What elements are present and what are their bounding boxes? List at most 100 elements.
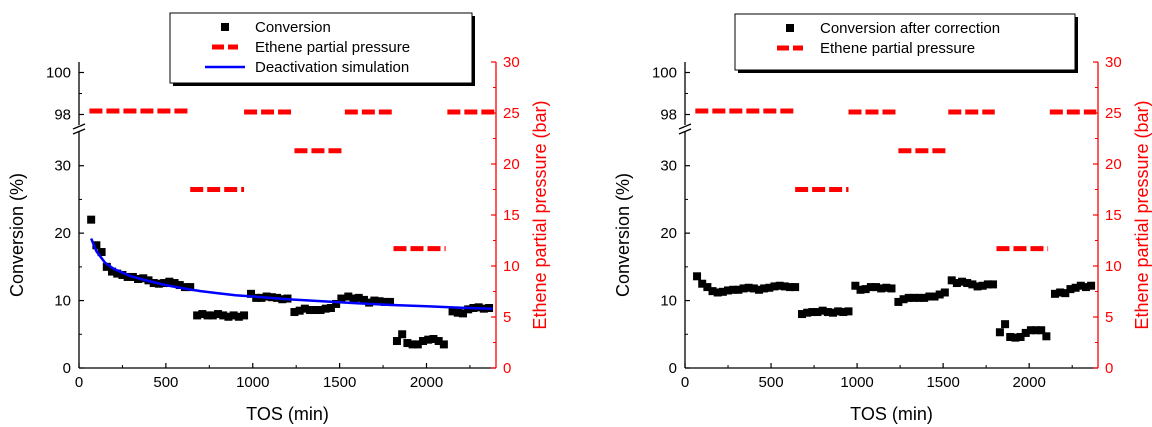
conversion-point xyxy=(290,308,299,317)
conversion-point xyxy=(214,310,222,319)
simulation-curve xyxy=(90,238,493,310)
y2-tick-label: 20 xyxy=(1105,156,1122,173)
conversion-point xyxy=(458,309,467,318)
conversion-point xyxy=(97,248,106,257)
conversion-point xyxy=(349,294,358,303)
conversion-point xyxy=(882,283,891,292)
conversion-point xyxy=(791,283,800,292)
y2-tick-label: 10 xyxy=(1105,258,1122,275)
conversion-point xyxy=(708,287,717,296)
y2-tick-label: 0 xyxy=(1105,360,1113,377)
conversion-point xyxy=(408,340,417,349)
conversion-point xyxy=(1076,281,1085,290)
conversion-point xyxy=(419,337,428,346)
y-tick-label: 20 xyxy=(660,225,677,242)
conversion-point xyxy=(718,287,727,296)
conversion-point xyxy=(344,292,353,301)
conversion-point xyxy=(1061,289,1070,298)
conversion-point xyxy=(1037,326,1046,335)
y-tick-label: 30 xyxy=(54,158,71,175)
conversion-point xyxy=(448,307,457,316)
conversion-point xyxy=(365,298,374,307)
conversion-point xyxy=(337,294,346,303)
x-tick-label: 1500 xyxy=(323,374,356,391)
legend-marker-conversion xyxy=(221,23,229,31)
conversion-point xyxy=(739,284,748,293)
y2-tick-label: 30 xyxy=(1105,54,1122,71)
conversion-point xyxy=(92,241,101,250)
x-tick-label: 0 xyxy=(681,374,689,391)
conversion-point xyxy=(316,306,325,315)
conversion-point xyxy=(749,284,758,293)
conversion-point xyxy=(780,282,789,291)
y2-tick-label: 25 xyxy=(1105,105,1122,122)
conversion-point xyxy=(1006,332,1015,341)
conversion-point xyxy=(332,299,341,308)
conversion-point xyxy=(775,281,784,290)
y2-tick-label: 20 xyxy=(503,156,520,173)
conversion-point xyxy=(306,306,315,315)
conversion-point xyxy=(326,303,335,312)
y-tick-label: 0 xyxy=(669,360,677,377)
conversion-point xyxy=(180,283,189,292)
y2-tick-label: 25 xyxy=(503,105,520,122)
conversion-point xyxy=(724,286,733,295)
conversion-point xyxy=(300,304,309,313)
y-tick-label: 0 xyxy=(63,360,71,377)
conversion-point xyxy=(1050,289,1059,298)
x-axis-title: TOS (min) xyxy=(246,404,329,424)
conversion-point xyxy=(208,311,217,320)
conversion-point xyxy=(894,297,903,306)
y-tick-label: 10 xyxy=(54,293,71,310)
conversion-point xyxy=(887,284,896,293)
conversion-point xyxy=(165,277,174,286)
conversion-point xyxy=(170,279,179,288)
conversion-point xyxy=(973,282,982,291)
conversion-point xyxy=(930,292,939,301)
conversion-point xyxy=(175,281,184,290)
axis-break-mark xyxy=(678,123,692,130)
conversion-point xyxy=(113,269,122,278)
conversion-point xyxy=(198,310,207,319)
conversion-point xyxy=(247,289,256,298)
conversion-point xyxy=(386,297,395,306)
conversion-point xyxy=(224,312,233,321)
conversion-point xyxy=(952,279,961,288)
y-tick-label: 98 xyxy=(54,107,71,124)
y-tick-label: 100 xyxy=(652,65,677,82)
conversion-point xyxy=(754,285,763,294)
conversion-point xyxy=(963,279,972,288)
legend-box xyxy=(734,13,1076,71)
conversion-point xyxy=(321,304,330,313)
conversion-point xyxy=(1081,283,1090,292)
conversion-point xyxy=(856,285,865,294)
conversion-point xyxy=(940,288,949,297)
y-tick-label: 98 xyxy=(660,107,677,124)
conversion-point xyxy=(744,283,753,292)
conversion-point xyxy=(392,337,401,346)
conversion-point xyxy=(123,272,132,281)
legend-label: Ethene partial pressure xyxy=(255,39,410,56)
conversion-point xyxy=(920,293,929,302)
y-tick-label: 10 xyxy=(660,293,677,310)
x-tick-label: 500 xyxy=(759,374,784,391)
conversion-point xyxy=(808,308,817,317)
y2-tick-label: 5 xyxy=(1105,309,1113,326)
y-axis-title: Conversion (%) xyxy=(7,173,27,297)
conversion-point xyxy=(1042,332,1051,341)
axis-break-mark xyxy=(72,128,86,135)
conversion-point xyxy=(229,311,238,320)
conversion-point xyxy=(904,293,913,302)
conversion-point xyxy=(370,296,379,305)
x-tick-label: 1500 xyxy=(926,374,959,391)
conversion-point xyxy=(1016,332,1025,341)
conversion-point xyxy=(851,281,860,290)
conversion-point xyxy=(295,306,304,315)
conversion-point xyxy=(947,276,956,285)
legend-label: Deactivation simulation xyxy=(255,59,409,76)
conversion-point xyxy=(958,277,967,286)
conversion-point xyxy=(203,311,212,320)
conversion-point xyxy=(839,308,848,317)
conversion-point xyxy=(770,282,779,291)
legend-label: Ethene partial pressure xyxy=(820,40,975,57)
